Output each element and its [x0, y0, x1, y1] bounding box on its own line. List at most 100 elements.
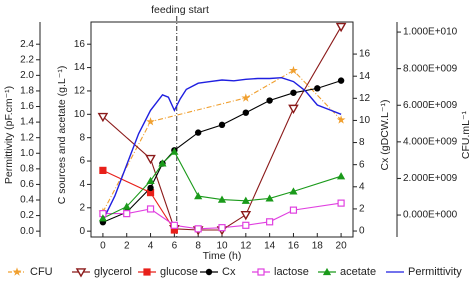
data-point — [290, 89, 297, 96]
data-point — [123, 210, 131, 218]
data-point — [289, 65, 298, 75]
y3-tick-label: 1.8 — [20, 86, 34, 97]
y2-tick-label: 2 — [359, 204, 365, 215]
data-point — [241, 93, 251, 102]
annotation: feeding start — [151, 4, 209, 16]
y-tick-label: 2 — [79, 202, 85, 213]
y2-tick-label: 16 — [359, 49, 371, 60]
legend-marker — [322, 267, 332, 276]
y3-tick-label: 1.6 — [20, 101, 34, 112]
y2-tick-label: 4 — [359, 181, 365, 192]
data-point — [218, 121, 226, 129]
data-point — [266, 97, 273, 104]
x-tick-label: 6 — [172, 241, 178, 252]
y2-tick-label: 12 — [359, 93, 371, 104]
data-point — [242, 221, 250, 229]
y2-tick-label: 6 — [359, 159, 365, 170]
x-tick-label: 20 — [336, 241, 348, 252]
legend-label: acetate — [340, 266, 376, 278]
x-axis-title: Time (h) — [203, 250, 242, 262]
y2-tick-label: 14 — [359, 71, 371, 82]
legend-marker — [205, 268, 213, 276]
data-point — [170, 221, 178, 229]
y-tick-label: 16 — [74, 39, 86, 50]
y3-axis-title: Permittivity (pF.cm⁻¹) — [3, 86, 15, 184]
y-tick-label: 14 — [74, 62, 86, 73]
legend-marker — [12, 267, 22, 276]
data-point — [337, 77, 345, 84]
y2-tick-label: 0 — [359, 226, 365, 237]
data-point — [266, 218, 274, 226]
y3-tick-label: 1.0 — [20, 148, 34, 159]
data-point — [146, 117, 155, 126]
y3-tick-label: 2.0 — [20, 70, 34, 81]
y4-tick-label: 4.000E+009 — [403, 136, 458, 147]
data-point — [194, 192, 203, 200]
y-tick-label: 12 — [74, 86, 86, 97]
data-point — [289, 187, 298, 195]
legend-label: lactose — [274, 266, 309, 278]
y4-tick-label: 6.000E+009 — [403, 100, 458, 111]
x-tick-label: 14 — [264, 241, 276, 252]
legend-label: Cx — [222, 266, 236, 278]
legend-marker — [257, 268, 265, 276]
data-point — [122, 202, 131, 210]
y-axis-title: C sources and acetate (g.L⁻¹) — [56, 66, 68, 205]
data-point — [146, 205, 155, 213]
data-point — [147, 184, 154, 192]
y2-tick-label: 10 — [359, 115, 371, 126]
y3-tick-label: 0.2 — [20, 210, 34, 221]
y-tick-label: 0 — [79, 226, 85, 237]
y-tick-label: 4 — [79, 179, 85, 190]
legend-label: glucose — [160, 266, 198, 278]
data-point — [314, 85, 321, 92]
data-point — [218, 224, 226, 232]
data-point — [170, 147, 179, 155]
data-point — [335, 22, 347, 33]
y3-tick-label: 1.4 — [20, 117, 34, 128]
y4-tick-label: 1.000E+010 — [403, 27, 458, 38]
legend-marker — [143, 268, 151, 276]
y4-tick-label: 2.000E+009 — [403, 173, 458, 184]
legend-label: glycerol — [94, 266, 132, 278]
x-tick-label: 0 — [100, 241, 106, 252]
data-point — [217, 195, 227, 203]
x-tick-label: 8 — [195, 241, 201, 252]
data-point — [145, 154, 156, 165]
y4-tick-label: 0.000E+000 — [403, 210, 458, 221]
x-tick-label: 16 — [288, 241, 300, 252]
y-tick-label: 6 — [79, 156, 85, 167]
x-tick-label: 4 — [148, 241, 154, 252]
y-tick-label: 10 — [74, 109, 86, 120]
y2-axis-title: Cx (gDCW.L⁻¹) — [379, 100, 391, 171]
data-point — [194, 129, 202, 136]
plot-frame — [90, 21, 354, 238]
y-tick-label: 8 — [79, 132, 85, 143]
data-point — [288, 104, 299, 114]
y3-tick-label: 0.6 — [20, 179, 34, 190]
y3-tick-label: 1.2 — [20, 132, 34, 143]
y4-axis-title: CFU.mL⁻¹ — [460, 110, 472, 159]
y2-tick-label: 8 — [359, 137, 365, 148]
data-point — [99, 166, 107, 174]
data-point — [242, 109, 250, 116]
y3-tick-label: 2.2 — [20, 54, 34, 65]
data-point — [158, 159, 167, 167]
y3-tick-label: 0.4 — [20, 195, 34, 206]
series-line — [102, 202, 342, 230]
data-point — [336, 172, 346, 180]
x-tick-label: 18 — [312, 241, 324, 252]
data-point — [98, 214, 108, 222]
series-line — [102, 76, 342, 221]
series-line — [102, 80, 342, 223]
x-tick-label: 10 — [216, 241, 228, 252]
y3-tick-label: 0.0 — [20, 226, 34, 237]
legend-marker — [75, 268, 87, 278]
y3-tick-label: 2.4 — [20, 39, 34, 50]
data-point — [240, 210, 252, 221]
data-point — [289, 206, 298, 214]
series-line — [102, 26, 342, 231]
data-point — [146, 176, 155, 185]
y3-tick-label: 0.8 — [20, 163, 34, 174]
